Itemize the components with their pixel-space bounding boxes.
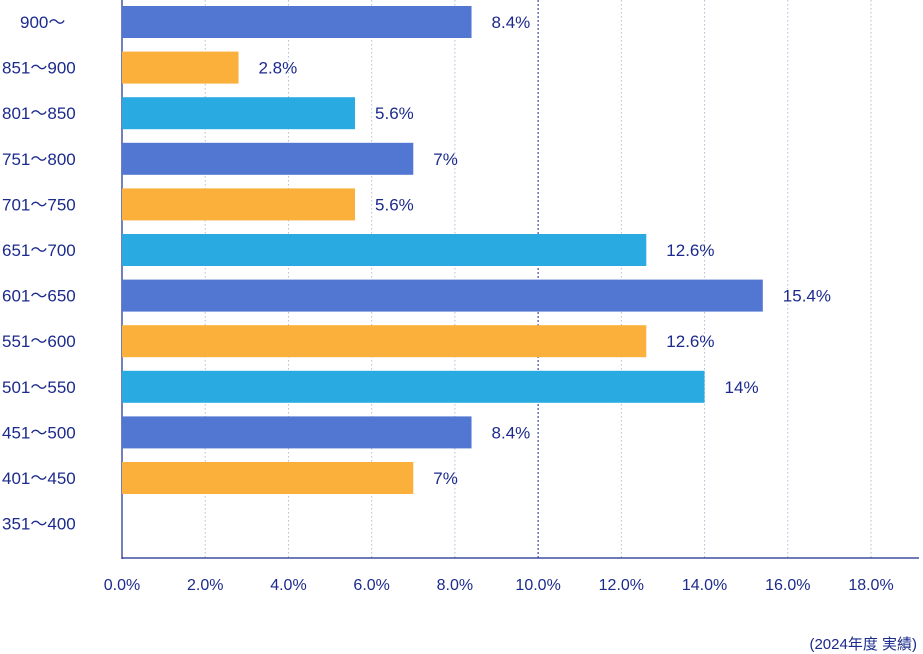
value-label: 7% (433, 469, 458, 488)
bar (122, 188, 356, 221)
value-label: 7% (433, 150, 458, 169)
value-label: 5.6% (375, 195, 414, 214)
x-tick-label: 18.0% (848, 577, 893, 594)
value-label: 12.6% (666, 332, 714, 351)
category-label: 601〜650 (2, 287, 76, 306)
bar (122, 325, 647, 358)
category-label: 900〜 (20, 13, 65, 32)
x-tick-label: 0.0% (104, 577, 140, 594)
category-label: 551〜600 (2, 332, 76, 351)
bar (122, 97, 356, 130)
value-label: 14% (725, 378, 759, 397)
category-label: 801〜850 (2, 104, 76, 123)
category-label: 401〜450 (2, 469, 76, 488)
x-tick-label: 6.0% (353, 577, 389, 594)
bar (122, 6, 472, 38)
x-tick-label: 4.0% (270, 577, 306, 594)
bar (122, 370, 705, 403)
value-label: 12.6% (666, 241, 714, 260)
x-tick-label: 12.0% (599, 577, 644, 594)
category-label: 701〜750 (2, 195, 76, 214)
x-tick-label: 16.0% (765, 577, 810, 594)
bar (122, 416, 472, 449)
category-label: 351〜400 (2, 515, 76, 534)
bar (122, 142, 414, 175)
category-label: 451〜500 (2, 423, 76, 442)
value-label: 2.8% (259, 59, 298, 78)
category-label: 851〜900 (2, 59, 76, 78)
value-label: 8.4% (492, 423, 531, 442)
value-label: 8.4% (492, 13, 531, 32)
bar (122, 234, 647, 266)
x-tick-label: 8.0% (437, 577, 473, 594)
value-label: 15.4% (783, 287, 831, 306)
bar (122, 462, 414, 494)
category-label: 501〜550 (2, 378, 76, 397)
x-tick-label: 2.0% (187, 577, 223, 594)
bar (122, 279, 763, 312)
category-label: 651〜700 (2, 241, 76, 260)
bar (122, 51, 239, 84)
x-tick-label: 14.0% (682, 577, 727, 594)
value-label: 5.6% (375, 104, 414, 123)
chart-note: (2024年度 実績) (809, 636, 917, 653)
category-label: 751〜800 (2, 150, 76, 169)
x-tick-label: 10.0% (515, 577, 560, 594)
